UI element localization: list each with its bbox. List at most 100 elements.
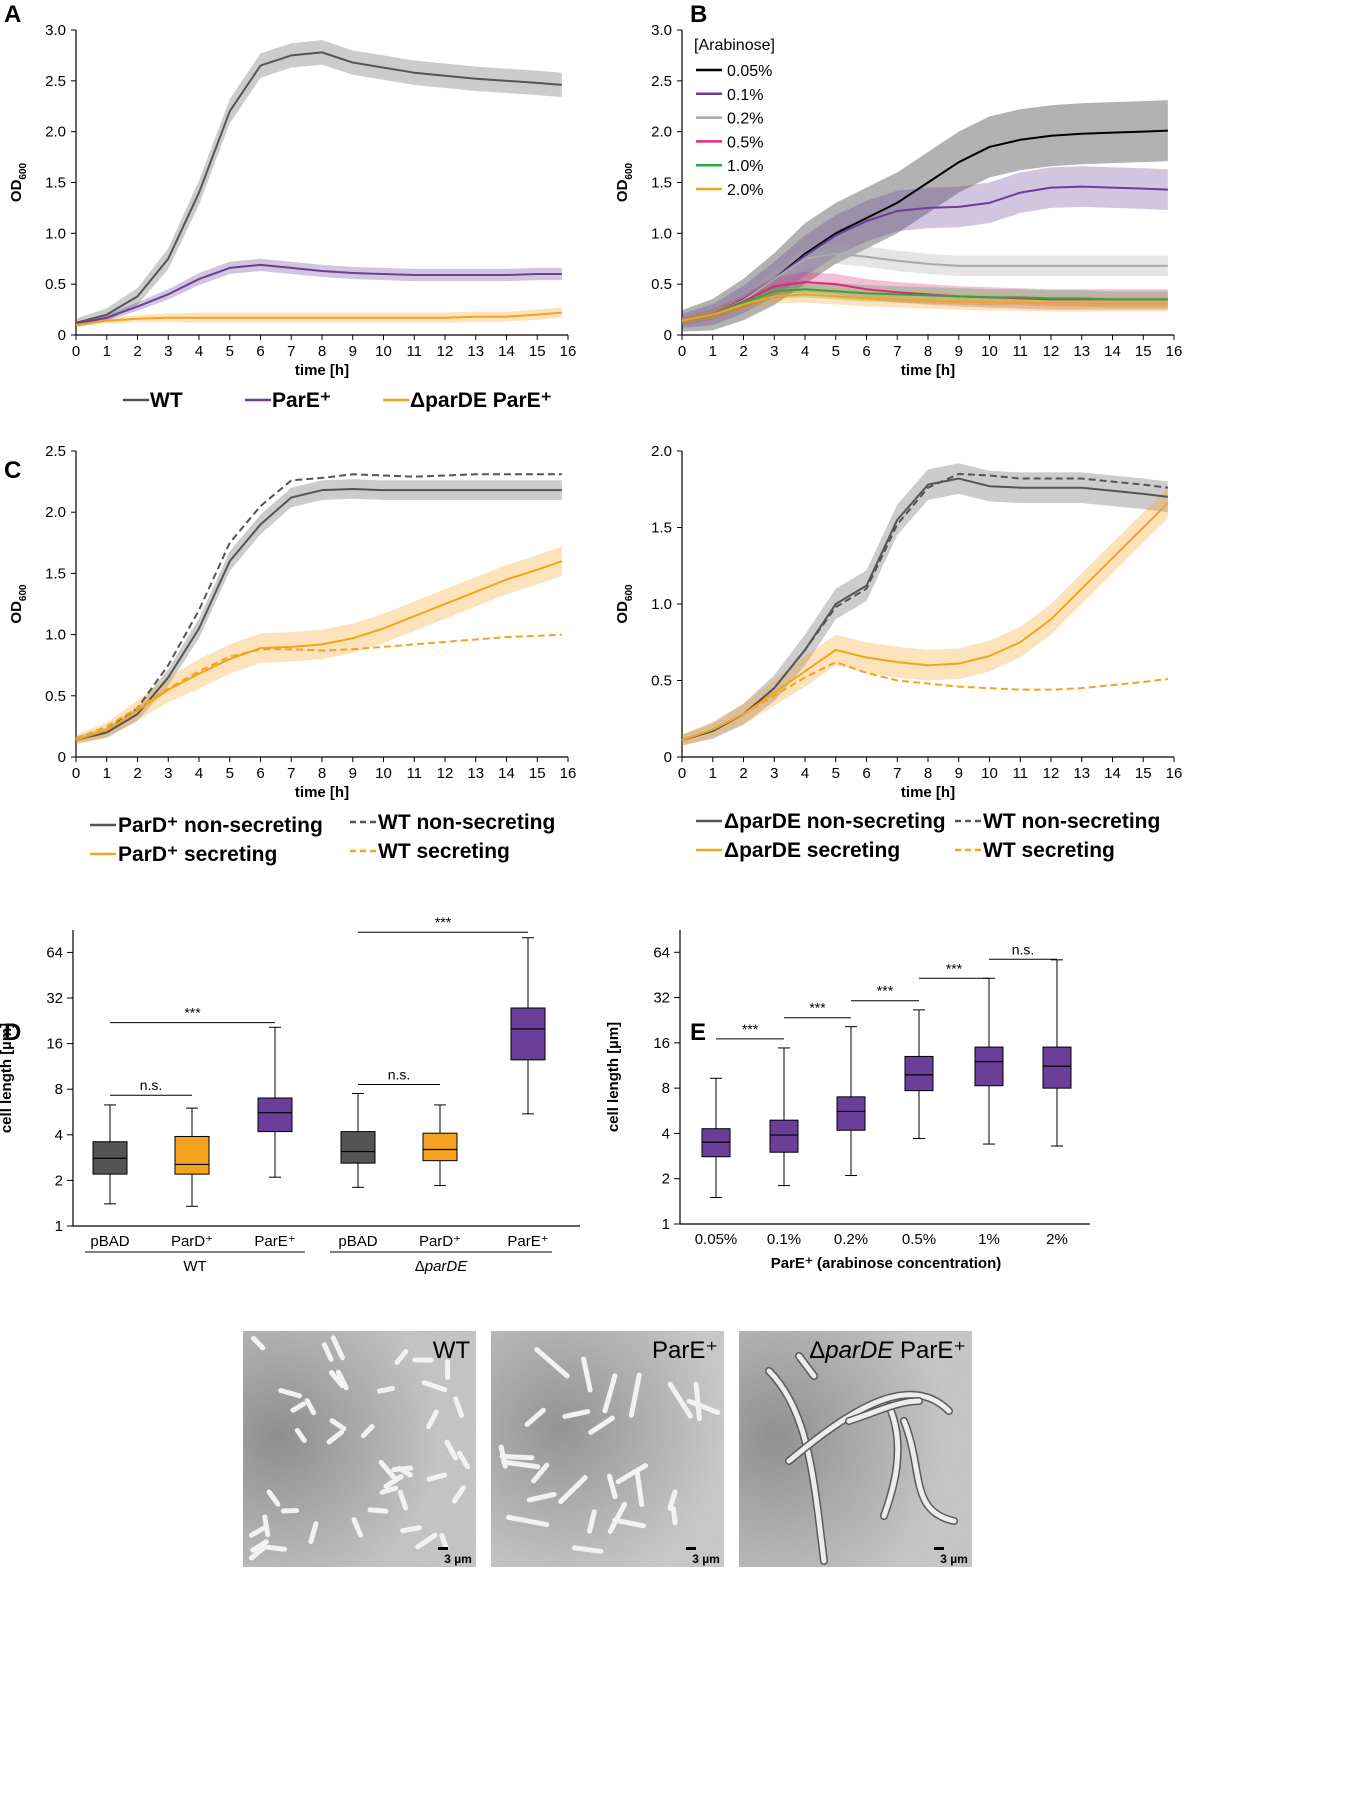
micrograph-label: WT	[433, 1337, 471, 1364]
y-axis-title: cell length [µm]	[0, 1023, 15, 1133]
series-line-3	[681, 661, 1168, 742]
x-tick-label: 1	[103, 765, 111, 782]
x-tick-label: 7	[287, 343, 295, 360]
series-line-2	[681, 252, 1168, 322]
x-tick-label: 14	[498, 343, 515, 360]
x-tick-label: 6	[862, 765, 870, 782]
x-tick-label: 4	[195, 765, 203, 782]
box-category-label: 0.1%	[767, 1231, 801, 1248]
y-tick-label: 1.5	[651, 175, 672, 192]
x-tick-label: 12	[1043, 343, 1060, 360]
bacterium-cell	[326, 1429, 345, 1445]
y-tick-label: 1.5	[45, 565, 66, 582]
x-tick-label: 5	[832, 765, 840, 782]
micrograph-texture	[491, 1331, 724, 1567]
series-band-2	[76, 546, 562, 746]
y-tick-label: 0	[58, 327, 66, 344]
series-band-5	[682, 286, 1168, 324]
series-band-3	[682, 271, 1168, 325]
x-tick-label: 6	[862, 343, 870, 360]
x-tick-label: 15	[529, 343, 546, 360]
bacterium-cell	[250, 1335, 266, 1351]
x-tick-label: 14	[1104, 765, 1121, 782]
y-axis-title: OD600	[8, 162, 29, 202]
x-tick-label: 6	[256, 765, 264, 782]
bacterium-cell	[351, 1517, 364, 1538]
significance-label: ***	[742, 1021, 759, 1037]
x-axis-title: ParE⁺ (arabinose concentration)	[771, 1255, 1001, 1272]
x-axis-title: time [h]	[295, 362, 349, 379]
bacterium-cell	[558, 1475, 588, 1505]
x-tick-label: 3	[770, 343, 778, 360]
y-tick-label: 0.5	[45, 688, 66, 705]
filamentous-cell	[881, 1403, 901, 1519]
bacterium-cell	[360, 1424, 375, 1439]
bacterium-cell	[667, 1381, 693, 1419]
bacterium-cell	[379, 1485, 399, 1495]
bacterium-cell	[397, 1489, 409, 1511]
legend-label: ParD⁺ non-secreting	[118, 814, 323, 837]
y-tick-label: 2.0	[651, 124, 672, 141]
x-tick-label: 7	[893, 765, 901, 782]
significance-label: n.s.	[388, 1066, 411, 1082]
filamentous-cell	[766, 1368, 827, 1564]
y-tick-label: 3.0	[651, 22, 672, 39]
group-label-prefix: Δ	[415, 1258, 425, 1275]
x-tick-label: 13	[467, 765, 484, 782]
bacterium-cell	[378, 1459, 398, 1481]
bacterium-cell	[264, 1544, 288, 1552]
y-tick-label: 32	[46, 990, 63, 1007]
box-category-label: 1%	[978, 1231, 1000, 1248]
chart-cell-length-d: 1 2 4 8 16 32 64 cell length [µm] pBAD ParD⁺ ParE⁺…	[0, 914, 580, 1275]
bacterium-cell	[531, 1462, 550, 1484]
y-tick-label: 1	[662, 1216, 670, 1233]
y-tick-label: 4	[55, 1127, 63, 1144]
x-tick-label: 3	[164, 343, 172, 360]
significance-label: ***	[809, 1000, 826, 1016]
y-tick-label: 4	[662, 1125, 670, 1142]
series-band-4	[682, 281, 1168, 324]
bacterium-cell	[628, 1372, 642, 1418]
box-iqr	[257, 1097, 293, 1133]
y-axis-title-main: OD	[614, 179, 631, 202]
y-tick-label: 2	[55, 1172, 63, 1189]
bacterium-cell	[693, 1381, 702, 1422]
series-band-0	[76, 479, 562, 744]
chart-growth-c-right: 0 1 2 3 4 5 6 7 8 9 10 11 12 13 14 15 1600.51.01.52.0tim…	[614, 443, 1182, 862]
x-tick-label: 9	[349, 765, 357, 782]
y-axis-title-sub: 600	[18, 162, 29, 179]
series-line-0	[75, 487, 562, 741]
legend-label: 0.2%	[727, 111, 763, 128]
x-tick-label: 4	[195, 343, 203, 360]
bacterium-cell	[634, 1471, 645, 1508]
y-tick-label: 1	[55, 1218, 63, 1235]
legend-label: ParE⁺	[272, 389, 331, 412]
bacterium-cell	[308, 1521, 319, 1545]
box-category-label: 0.2%	[834, 1231, 868, 1248]
x-tick-label: 5	[226, 765, 234, 782]
bacterium-cell	[526, 1491, 557, 1503]
y-axis-title: cell length [µm]	[605, 1022, 622, 1132]
x-tick-label: 1	[709, 343, 717, 360]
y-axis-title-sub: 600	[624, 162, 635, 179]
y-tick-label: 2.5	[45, 73, 66, 90]
bacterium-cell	[329, 1418, 347, 1432]
x-tick-label: 10	[375, 765, 392, 782]
scale-bar-label: 3 µm	[444, 1552, 472, 1566]
bacterium-cell	[280, 1507, 300, 1514]
series-line-2	[75, 560, 563, 741]
bacterium-cell	[444, 1439, 459, 1461]
x-tick-label: 0	[678, 765, 686, 782]
box-iqr	[340, 1131, 376, 1164]
series-line-3	[75, 633, 562, 740]
series-line-2	[75, 311, 562, 326]
y-tick-label: 0.5	[651, 276, 672, 293]
chart-cell-length-e: 1 2 4 8 16 32 64 cell length [µm] 0.05% 0.1% 0.2% 0…	[605, 930, 1090, 1272]
bacterium-cell	[524, 1407, 546, 1427]
x-tick-label: 8	[924, 765, 932, 782]
x-tick-label: 6	[256, 343, 264, 360]
group-label: ΔparDE	[415, 1258, 469, 1275]
micrograph-label-rest: ParE⁺	[893, 1337, 966, 1364]
y-tick-label: 2.5	[651, 73, 672, 90]
micrograph-label: ΔparDE ParE⁺	[809, 1337, 966, 1364]
